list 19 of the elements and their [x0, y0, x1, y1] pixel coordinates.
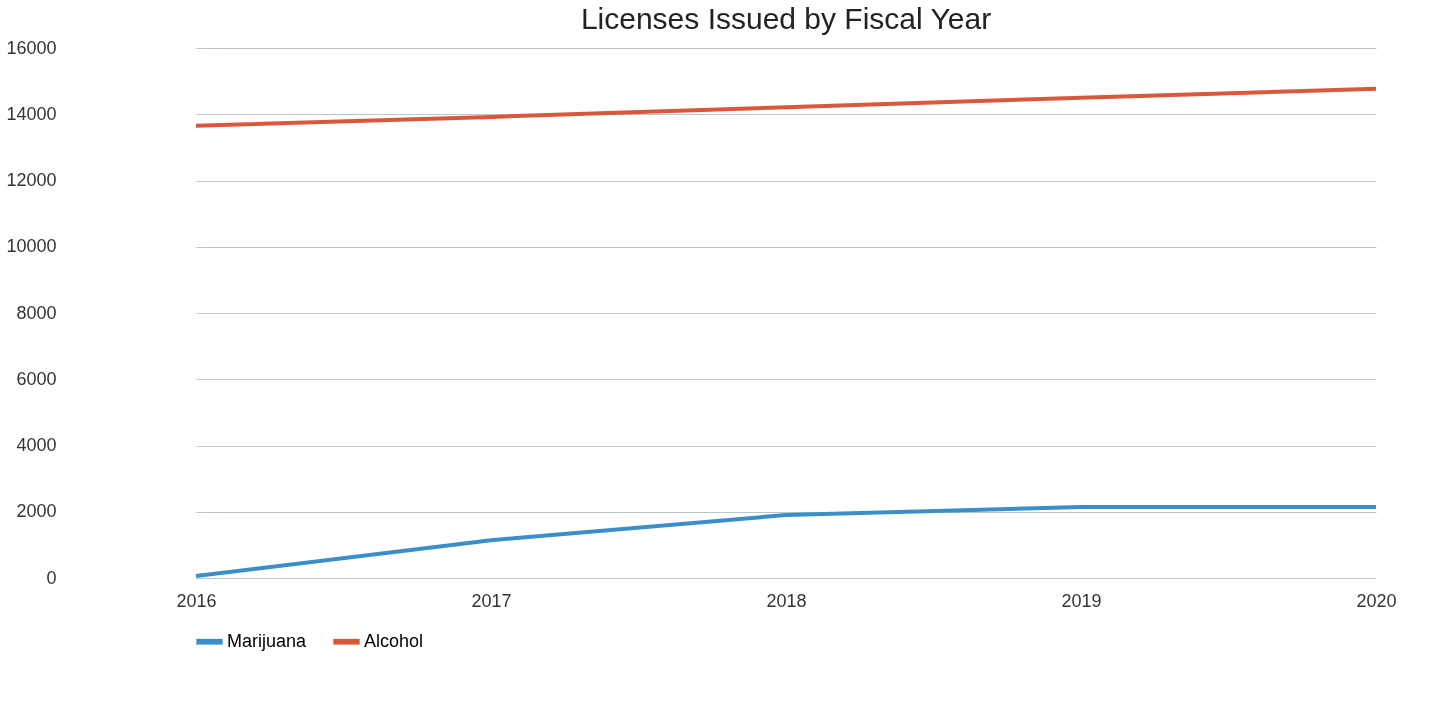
- line-series: [194, 86, 1378, 128]
- x-tick-label: 2016: [176, 590, 217, 611]
- y-tick-label: 12000: [6, 170, 57, 190]
- legend-label: Alcohol: [364, 630, 424, 651]
- y-tick-label: 6000: [16, 368, 57, 389]
- y-tick-label: 8000: [16, 302, 57, 323]
- line-series: [194, 505, 1378, 579]
- legend-label: Marijuana: [227, 630, 308, 651]
- chart-title: Licenses Issued by Fiscal Year: [580, 2, 992, 35]
- y-tick-label: 0: [46, 567, 57, 588]
- x-tick-label: 2017: [471, 590, 512, 611]
- y-tick-label: 4000: [16, 435, 57, 455]
- y-tick-label: 14000: [6, 103, 57, 124]
- x-tick-label: 2019: [1061, 590, 1102, 611]
- y-tick-label: 10000: [6, 236, 57, 257]
- x-tick-label: 2018: [766, 590, 807, 611]
- x-tick-label: 2020: [1356, 590, 1397, 611]
- y-tick-label: 16000: [6, 37, 57, 58]
- y-tick-label: 2000: [16, 501, 57, 522]
